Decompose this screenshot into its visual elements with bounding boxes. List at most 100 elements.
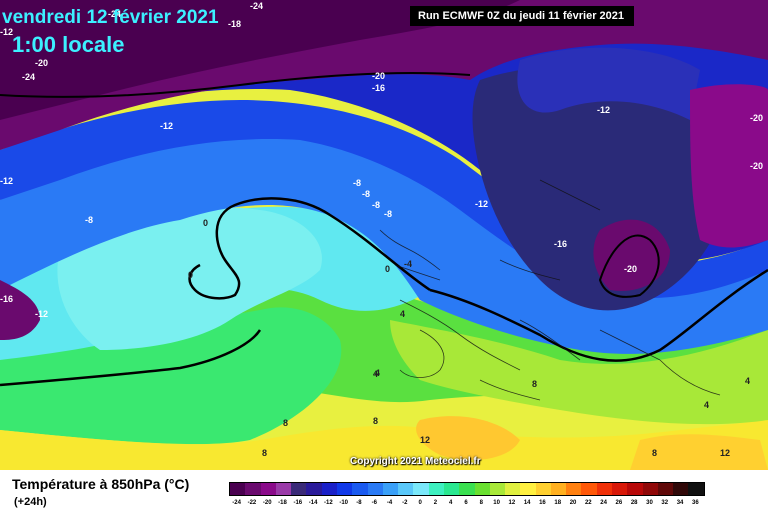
color-scale: [229, 482, 705, 496]
isotherm-label: -24: [108, 9, 121, 19]
scale-swatch: [596, 483, 613, 495]
isotherm-label: -16: [554, 239, 567, 249]
isotherm-label: -4: [404, 259, 412, 269]
scale-tick-label: -24: [232, 500, 241, 506]
scale-tick-label: 34: [676, 500, 684, 506]
scale-tick-label: 28: [630, 500, 638, 506]
isotherm-label: 12: [420, 435, 430, 445]
scale-tick-label: -18: [278, 500, 287, 506]
scale-tick-label: -20: [262, 500, 272, 506]
scale-tick-label: -10: [339, 500, 349, 506]
scale-swatch: [657, 483, 674, 495]
scale-tick-label: 16: [539, 500, 546, 506]
scale-swatch: [245, 483, 261, 495]
scale-tick-label: -16: [293, 500, 303, 506]
isotherm-label: -16: [372, 83, 385, 93]
scale-swatch: [505, 483, 521, 495]
isotherm-label: -18: [228, 19, 241, 29]
scale-swatch: [306, 483, 322, 495]
isotherm-label: -24: [22, 72, 35, 82]
scale-tick-label: -6: [371, 500, 377, 506]
isotherm-label: -8: [353, 178, 361, 188]
scale-tick-label: 36: [692, 500, 699, 506]
scale-tick-label: 24: [600, 500, 607, 506]
scale-swatch: [321, 483, 337, 495]
isotherm-label: -20: [750, 113, 763, 123]
isotherm-label: 8: [283, 418, 288, 428]
isotherm-label: 4: [373, 369, 378, 379]
scale-swatch: [535, 483, 551, 495]
scale-tick-label: -8: [356, 500, 362, 506]
isotherm-label: -12: [160, 121, 173, 131]
scale-tick-label: -22: [247, 500, 257, 506]
isotherm-label: -8: [85, 215, 93, 225]
isotherm-label: -12: [35, 309, 48, 319]
isotherm-label: -12: [0, 176, 13, 186]
scale-swatch: [352, 483, 368, 495]
isotherm-label: -8: [362, 189, 370, 199]
legend-title: Température à 850hPa (°C): [12, 476, 190, 492]
scale-tick-label: 2: [433, 500, 438, 506]
scale-tick-label: -4: [386, 500, 393, 506]
isotherm-label: -20: [624, 264, 637, 274]
scale-tick-label: 26: [615, 500, 623, 506]
scale-swatch: [489, 483, 506, 495]
scale-tick-label: 30: [646, 500, 653, 506]
scale-swatch: [275, 483, 292, 495]
scale-tick-label: -12: [324, 500, 333, 506]
scale-tick-label: 12: [508, 500, 516, 506]
scale-tick-label: 8: [479, 500, 483, 506]
scale-swatch: [367, 483, 383, 495]
scale-tick-label: 20: [569, 500, 577, 506]
scale-tick-label: 32: [661, 500, 669, 506]
temperature-map: -24 -24 -24 -18 -20 -20 -16 -12 -12 -8 -…: [0, 0, 768, 470]
scale-tick-label: 14: [523, 500, 531, 506]
scale-swatch: [291, 483, 307, 495]
isotherm-label: 4: [704, 400, 709, 410]
scale-swatch: [474, 483, 490, 495]
scale-tick-label: -14: [308, 500, 318, 506]
scale-tick-label: 18: [554, 500, 562, 506]
scale-swatch: [520, 483, 536, 495]
scale-swatch: [443, 483, 460, 495]
color-scale-labels: -24 -22 -20 -18 -16 -14 -12 -10 -8 -6 -4 -2 0 2 4 6 8 10 1…: [229, 500, 703, 510]
isotherm-label: 4: [375, 368, 380, 378]
scale-swatch: [612, 483, 628, 495]
scale-tick-label: 6: [464, 500, 468, 506]
isotherm-label: -20: [750, 161, 763, 171]
forecast-date: vendredi 12 février 2021: [2, 7, 219, 28]
isotherm-label: -12: [475, 199, 488, 209]
isotherm-label: -12: [597, 105, 610, 115]
scale-swatch: [459, 483, 475, 495]
isotherm-label: 8: [652, 448, 657, 458]
isotherm-label: 8: [373, 416, 378, 426]
scale-swatch: [336, 483, 353, 495]
scale-tick-label: 10: [493, 500, 500, 506]
scale-swatch: [428, 483, 444, 495]
isotherm-label: -12: [0, 27, 13, 37]
isotherm-label: -8: [372, 200, 380, 210]
scale-swatch: [566, 483, 582, 495]
scale-swatch: [642, 483, 658, 495]
isotherm-label: 4: [400, 309, 405, 319]
scale-tick-label: 4: [449, 500, 453, 506]
scale-tick-label: 22: [584, 500, 592, 506]
run-info: Run ECMWF 0Z du jeudi 11 février 2021: [410, 6, 634, 26]
scale-swatch: [230, 483, 246, 495]
scale-swatch: [627, 483, 643, 495]
copyright: Copyright 2021 Meteociel.fr: [350, 456, 481, 467]
isotherm-label: -8: [384, 209, 392, 219]
isotherm-label: 12: [720, 448, 730, 458]
isotherm-label: -16: [0, 294, 13, 304]
scale-swatch: [550, 483, 567, 495]
isotherm-label: 4: [745, 376, 750, 386]
isotherm-label: 0: [188, 270, 193, 280]
scale-swatch: [398, 483, 414, 495]
legend-subtitle: (+24h): [14, 496, 47, 508]
map-svg: -24 -24 -24 -18 -20 -20 -16 -12 -12 -8 -…: [0, 0, 768, 470]
forecast-time: 1:00 locale: [12, 32, 125, 57]
isotherm-label: 8: [532, 379, 537, 389]
legend: Température à 850hPa (°C) (+24h) -24 -22-…: [0, 470, 768, 512]
isotherm-label: -20: [372, 71, 385, 81]
scale-swatch: [581, 483, 597, 495]
